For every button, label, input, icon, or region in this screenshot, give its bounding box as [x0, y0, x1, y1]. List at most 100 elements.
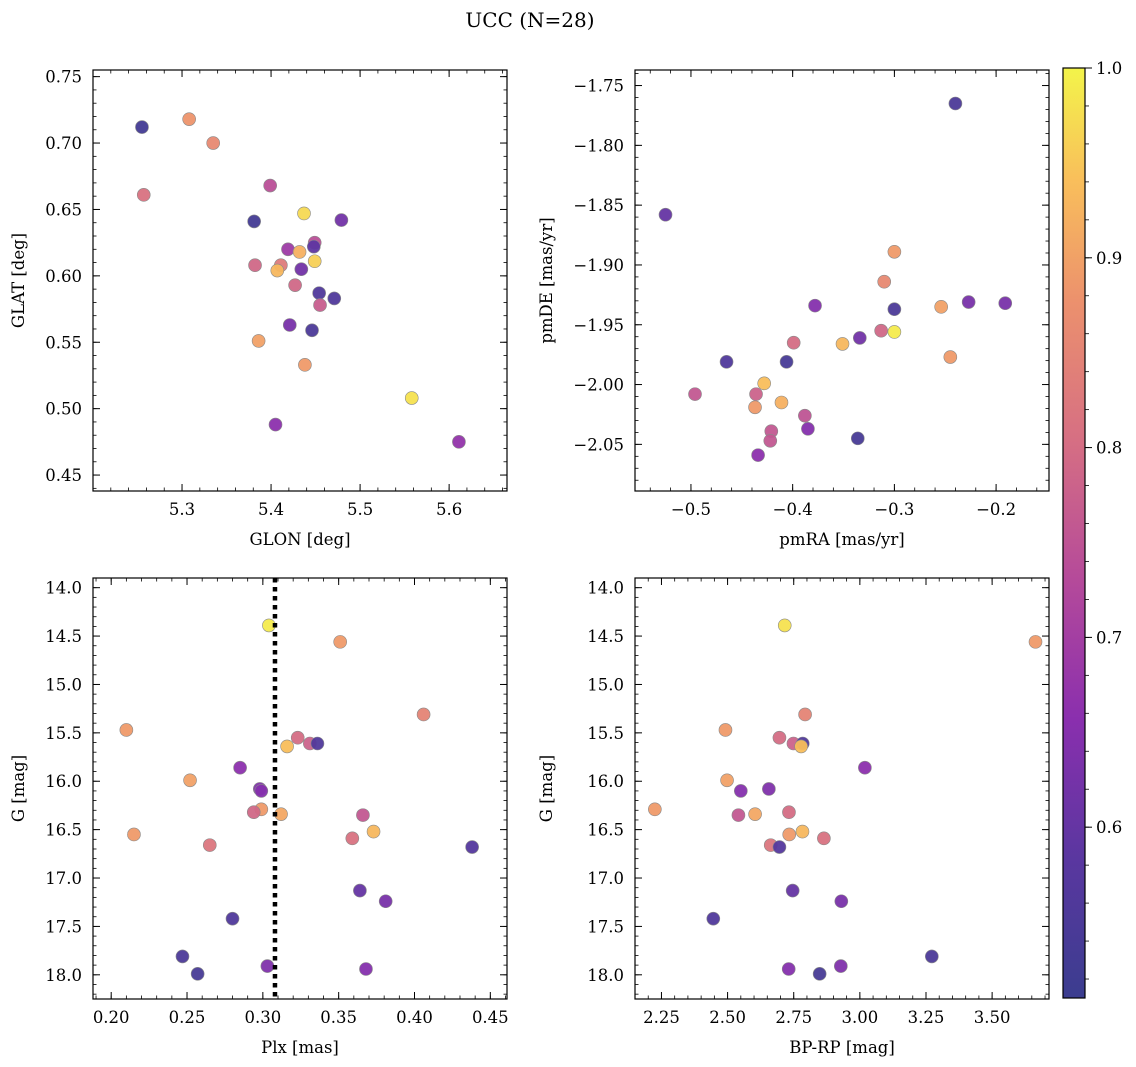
scatter-point: [757, 376, 771, 391]
scatter-point: [808, 298, 822, 313]
scatter-point: [874, 323, 888, 338]
scatter-point: [260, 959, 275, 973]
scatter-point: [327, 291, 342, 306]
scatter-point: [202, 838, 217, 852]
y-tick-label: −1.90: [573, 256, 624, 275]
scatter-point: [648, 802, 662, 817]
scatter-point: [183, 773, 197, 788]
scatter-point: [263, 178, 277, 193]
scatter-point: [720, 773, 734, 788]
colorbar-tick-label: 0.7: [1096, 628, 1122, 647]
scatter-point: [270, 263, 285, 278]
scatter-point: [772, 840, 787, 854]
colorbar-gradient: [1063, 68, 1085, 998]
scatter-point: [850, 431, 865, 446]
scatter-point: [182, 112, 196, 126]
colorbar-tick-label: 1.0: [1096, 59, 1122, 78]
scatter-point: [452, 435, 466, 449]
y-tick-label: 14.5: [45, 627, 82, 646]
x-tick-label: 0.35: [320, 1008, 357, 1027]
panel-1: 5.3 5.4 5.5 5.6 0.45 0.50 0.55 0.60 0.65 0.70 0.75…: [9, 68, 508, 549]
x-tick-label: 2.25: [643, 1008, 680, 1027]
scatter-point: [779, 355, 794, 369]
scatter-point: [290, 730, 305, 745]
y-tick-label: 0.65: [45, 200, 82, 219]
scatter-point: [812, 967, 827, 981]
scatter-point: [782, 805, 796, 820]
x-axis-label: pmRA [mas/yr]: [779, 530, 904, 549]
x-tick-label: 0.45: [472, 1008, 509, 1027]
y-tick-label: 15.5: [45, 724, 82, 743]
axes-frame: [92, 69, 508, 492]
y-tick-label: 0.55: [45, 333, 82, 352]
scatter-point: [834, 894, 849, 909]
scatter-point: [280, 739, 294, 754]
scatter-point: [465, 840, 479, 854]
y-tick-label: 18.0: [587, 966, 624, 985]
scatter-point: [135, 120, 149, 134]
scatter-point: [794, 739, 808, 754]
scatter-point: [834, 959, 848, 973]
scatter-point: [798, 408, 812, 423]
scatter-point: [786, 335, 801, 350]
y-tick-label: −1.95: [573, 316, 624, 335]
scatter-point: [127, 827, 141, 842]
scatter-point: [298, 358, 312, 372]
scatter-point: [1028, 635, 1043, 649]
y-tick-label: 0.50: [45, 400, 82, 419]
scatter-point: [772, 730, 787, 745]
y-tick-label: 0.45: [45, 466, 82, 485]
y-tick-label: 16.5: [587, 821, 624, 840]
y-tick-label: 17.5: [587, 917, 624, 936]
scatter-point: [378, 894, 393, 909]
scatter-point: [749, 387, 763, 401]
x-tick-label: 5.3: [169, 500, 195, 519]
y-tick-label: 14.5: [587, 627, 624, 646]
y-tick-label: 16.0: [587, 772, 624, 791]
scatter-point: [853, 331, 867, 345]
scatter-point: [416, 707, 431, 722]
scatter-point: [887, 325, 902, 339]
scatter-point: [731, 808, 746, 822]
scatter-point: [248, 258, 262, 273]
scatter-point: [306, 239, 321, 254]
x-tick-label: 5.4: [258, 500, 284, 519]
scatter-point: [307, 254, 322, 269]
y-tick-label: 15.0: [587, 675, 624, 694]
axes-frame: [634, 577, 1050, 1000]
scatter-point: [190, 967, 205, 981]
y-axis-label: GLAT [deg]: [9, 233, 28, 328]
colorbar-tick-label: 0.9: [1096, 249, 1122, 268]
x-axis-label: Plx [mas]: [261, 1038, 339, 1057]
y-tick-label: 0.70: [45, 134, 82, 153]
x-tick-label: −0.2: [976, 500, 1016, 519]
y-tick-label: 17.0: [587, 869, 624, 888]
scatter-point: [334, 213, 349, 227]
scatter-point: [934, 300, 948, 314]
x-tick-label: 0.30: [244, 1008, 281, 1027]
scatter-point: [943, 350, 958, 364]
scatter-point: [305, 323, 319, 338]
scatter-point: [313, 298, 327, 312]
scatter-point: [288, 278, 302, 292]
y-tick-label: −2.00: [573, 376, 624, 395]
x-axis-label: BP-RP [mag]: [789, 1038, 895, 1057]
scatter-point: [751, 448, 765, 462]
scatter-point: [762, 782, 776, 796]
y-tick-label: 16.0: [45, 772, 82, 791]
y-tick-label: 15.5: [587, 724, 624, 743]
panel-4: 2.25 2.50 2.75 3.00 3.25 3.50 14.0 14.5 15.0 15.5…: [537, 577, 1050, 1057]
scatter-point: [312, 286, 326, 300]
y-tick-label: 0.75: [45, 68, 82, 87]
scatter-point: [294, 262, 309, 277]
scatter-point: [835, 337, 850, 351]
x-tick-label: 0.25: [169, 1008, 206, 1027]
scatter-point: [706, 911, 721, 926]
scatter-point: [404, 391, 419, 405]
x-tick-label: 0.20: [93, 1008, 130, 1027]
scatter-point: [763, 433, 778, 448]
y-tick-label: −1.85: [573, 196, 624, 215]
scatter-point: [887, 244, 902, 259]
y-tick-label: −2.05: [573, 435, 624, 454]
x-tick-label: 3.25: [908, 1008, 945, 1027]
